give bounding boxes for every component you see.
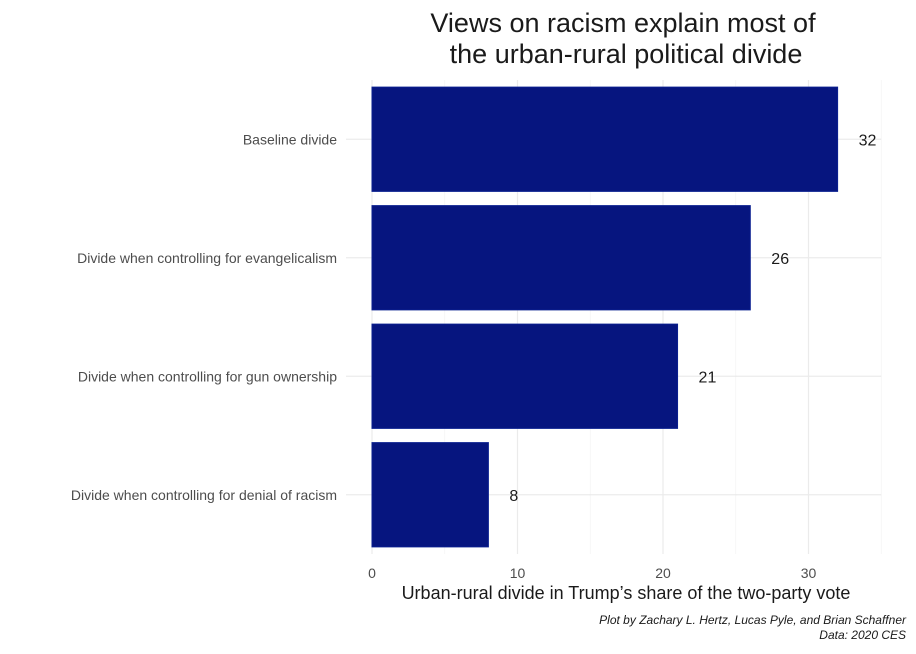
x-tick-label: 10 <box>510 565 526 581</box>
x-tick-label: 0 <box>368 565 376 581</box>
bar <box>371 442 489 548</box>
x-tick-label: 30 <box>801 565 817 581</box>
data-label: 8 <box>509 488 518 505</box>
data-label: 21 <box>699 369 717 386</box>
category-label: Divide when controlling for denial of ra… <box>71 487 337 503</box>
data-label: 32 <box>859 132 877 149</box>
labels: Baseline divide 32 Divide when controlling… <box>71 131 877 581</box>
bar <box>371 86 839 192</box>
bar <box>371 323 679 429</box>
chart-title-line-1: Views on racism explain most of <box>430 8 816 38</box>
chart-title-line-2: the urban-rural political divide <box>450 39 803 69</box>
bars <box>371 86 839 548</box>
bar <box>371 205 751 311</box>
data-label: 26 <box>771 251 789 268</box>
category-label: Divide when controlling for evangelicali… <box>77 250 337 266</box>
category-label: Baseline divide <box>243 131 337 147</box>
x-tick-label: 20 <box>655 565 671 581</box>
caption-line-1: Plot by Zachary L. Hertz, Lucas Pyle, an… <box>599 613 907 627</box>
caption-line-2: Data: 2020 CES <box>819 628 906 642</box>
category-label: Divide when controlling for gun ownershi… <box>78 368 337 384</box>
x-axis-title: Urban-rural divide in Trump’s share of t… <box>402 583 851 603</box>
